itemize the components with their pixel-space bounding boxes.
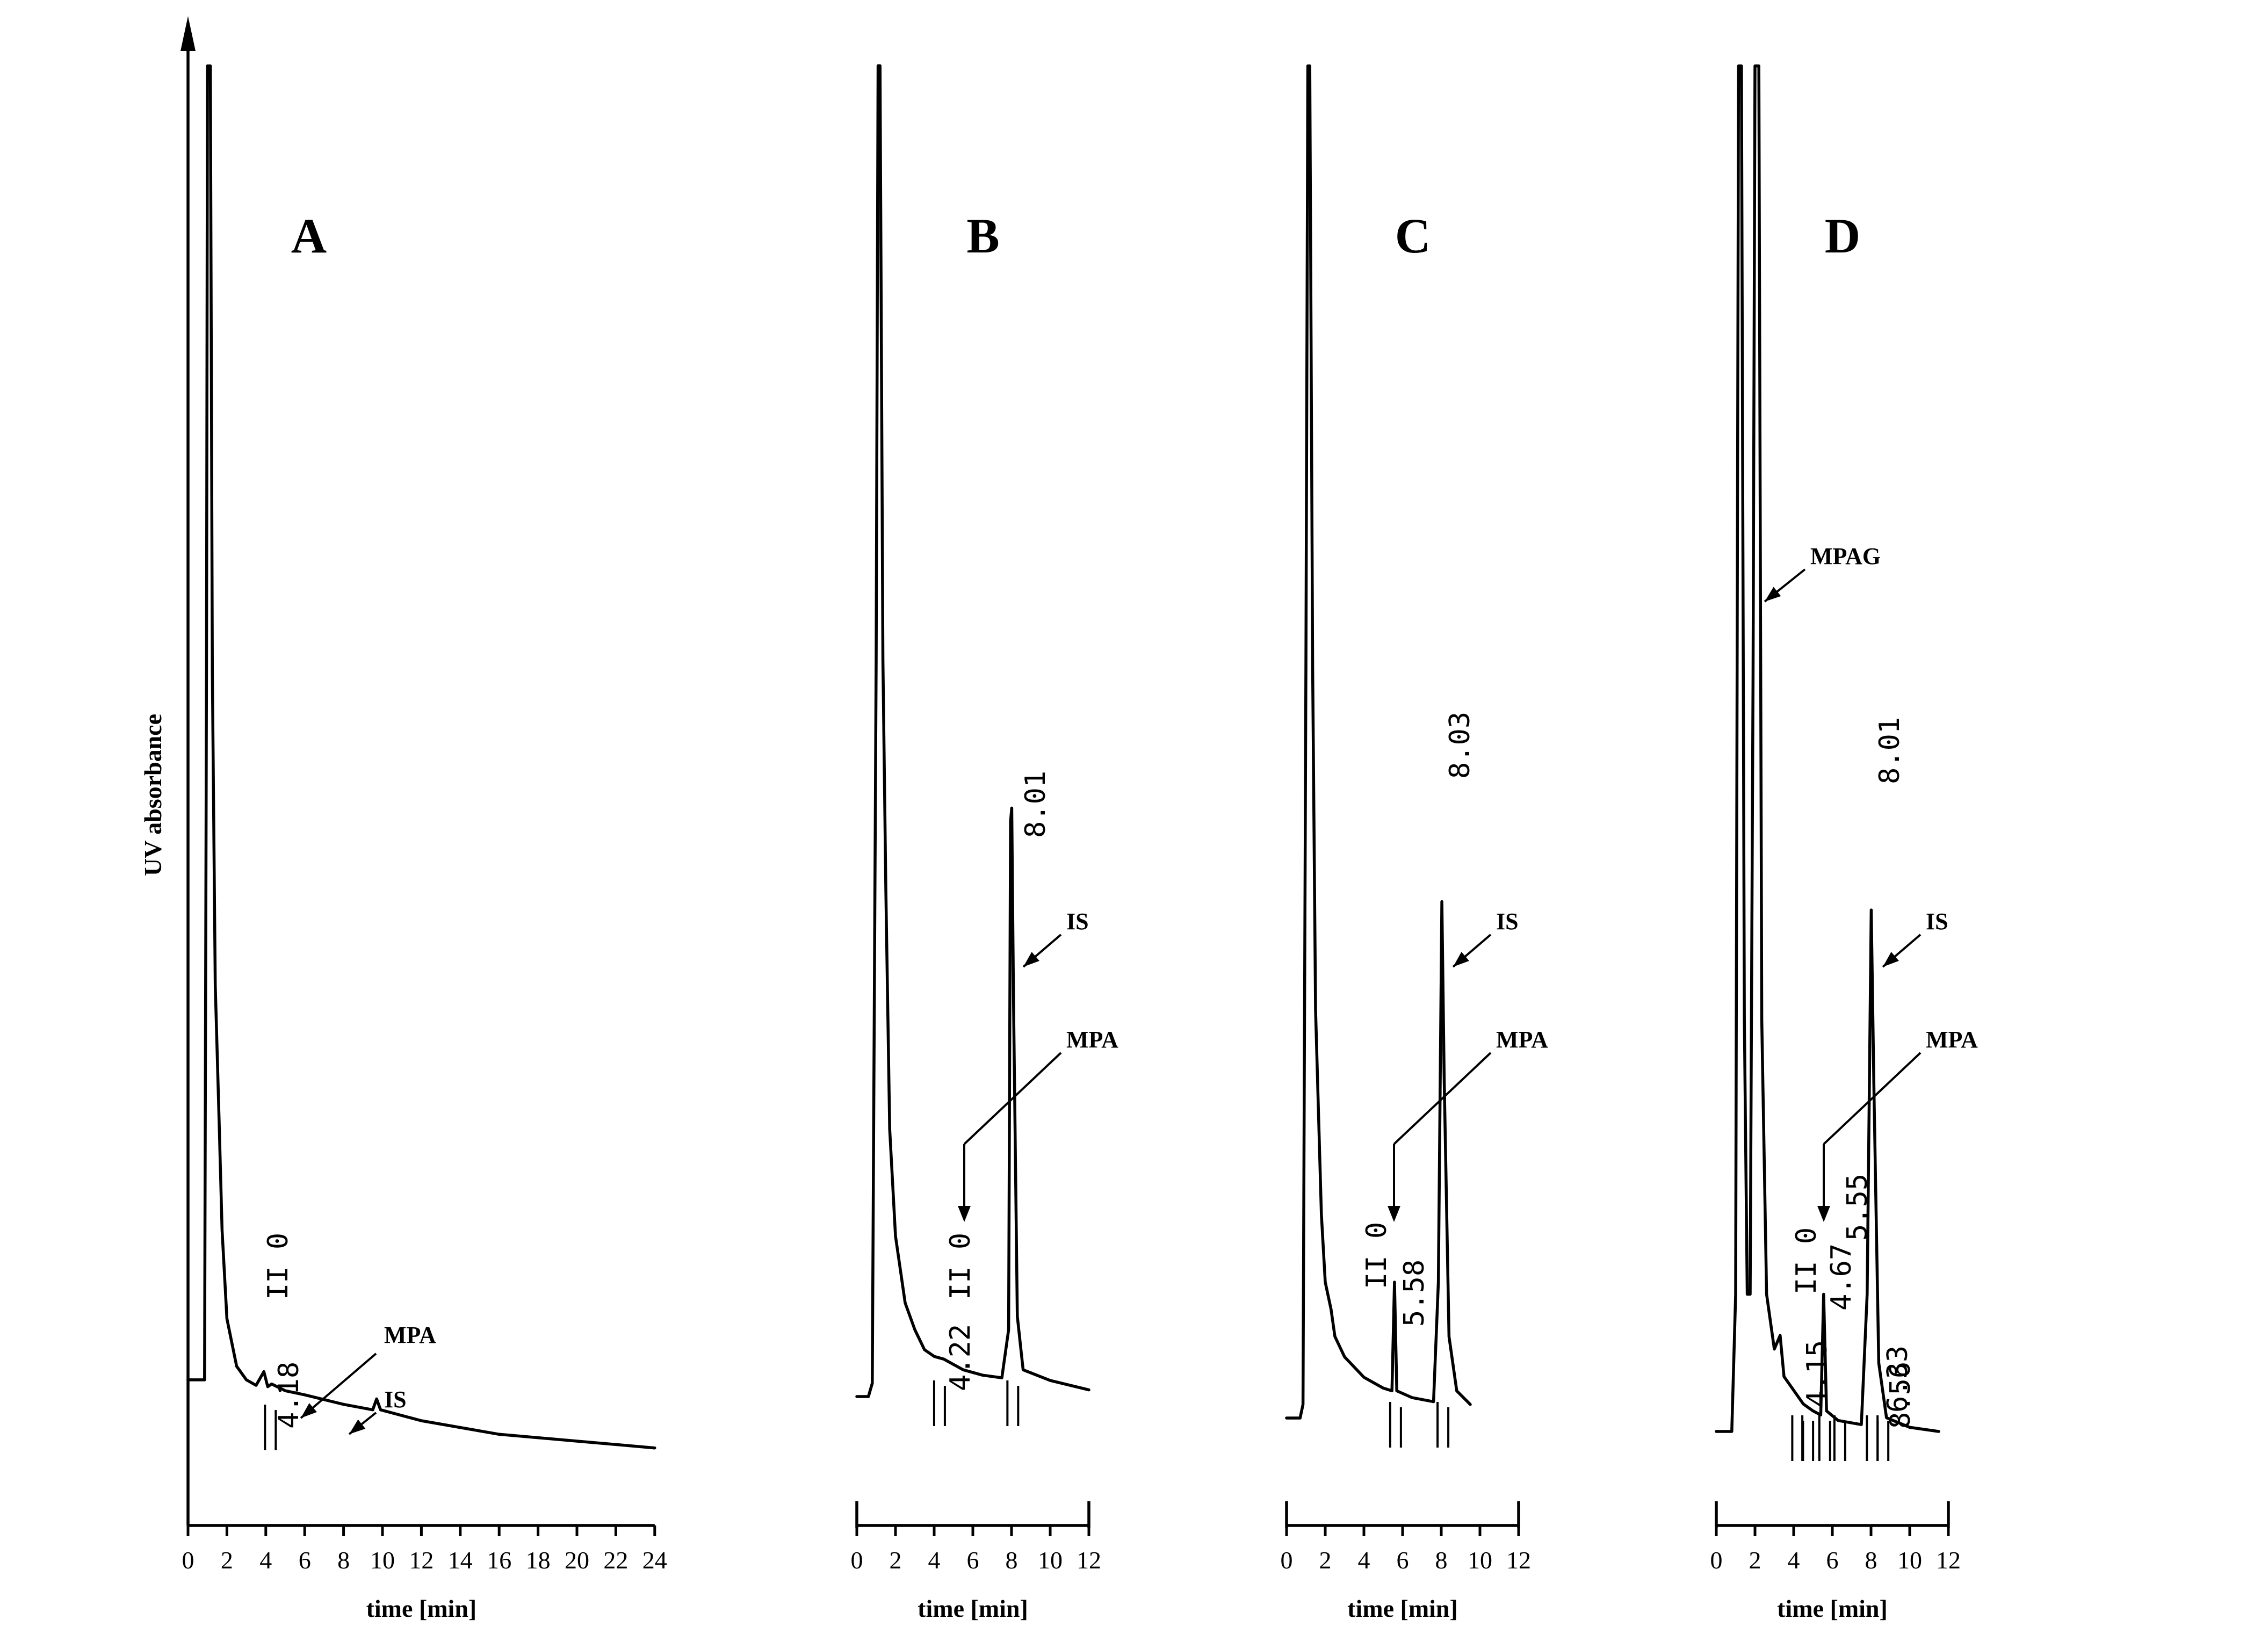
x-axis-label: time [min] bbox=[366, 1595, 477, 1622]
series-line bbox=[855, 64, 1090, 1398]
x-tick-label: 8 bbox=[1006, 1546, 1018, 1574]
x-tick-label: 6 bbox=[967, 1546, 979, 1574]
x-tick-label: 0 bbox=[1710, 1546, 1723, 1574]
arrow-head bbox=[1765, 587, 1781, 602]
x-tick-label: 24 bbox=[642, 1546, 667, 1574]
x-tick-label: 4 bbox=[259, 1546, 272, 1574]
x-tick-label: 4 bbox=[928, 1546, 941, 1574]
peak-annotation: IS bbox=[1066, 908, 1089, 935]
x-tick-label: 10 bbox=[1038, 1546, 1063, 1574]
x-tick-label: 10 bbox=[1468, 1546, 1492, 1574]
retention-time-label: 4.67 bbox=[1825, 1243, 1858, 1311]
peak-annotation: IS bbox=[1926, 908, 1948, 935]
panel-label: A bbox=[291, 208, 327, 263]
panel-label: B bbox=[966, 208, 999, 263]
arrow-head bbox=[958, 1206, 971, 1222]
x-tick-label: 0 bbox=[851, 1546, 863, 1574]
x-tick-label: 2 bbox=[1749, 1546, 1761, 1574]
x-tick-label: 8 bbox=[1865, 1546, 1877, 1574]
annotation-arrow bbox=[1823, 1052, 1922, 1145]
x-axis-label: time [min] bbox=[1777, 1595, 1888, 1622]
series-line bbox=[1285, 64, 1472, 1420]
annotation-arrow bbox=[300, 1353, 377, 1419]
retention-time-label: 8.01 bbox=[1874, 717, 1906, 784]
peak-annotation: MPA bbox=[1496, 1026, 1548, 1053]
peak-annotation: MPA bbox=[384, 1322, 436, 1348]
peak-annotation: MPA bbox=[1926, 1026, 1978, 1053]
peak-annotation: IS bbox=[384, 1386, 407, 1413]
series-line bbox=[186, 64, 656, 1450]
peak-annotation: MPAG bbox=[1810, 543, 1881, 569]
x-tick-label: 6 bbox=[1826, 1546, 1839, 1574]
x-tick-label: 4 bbox=[1788, 1546, 1800, 1574]
annotation-arrow bbox=[1393, 1052, 1492, 1145]
annotation-arrow bbox=[963, 1052, 1062, 1145]
x-tick-label: 20 bbox=[565, 1546, 589, 1574]
arrow-head bbox=[349, 1419, 366, 1434]
peak-annotation: IS bbox=[1496, 908, 1519, 935]
x-tick-label: 0 bbox=[1281, 1546, 1293, 1574]
retention-time-label: 4.15 bbox=[1801, 1340, 1833, 1407]
arrow-head bbox=[1453, 952, 1469, 967]
retention-time-label: 5.58 bbox=[1398, 1260, 1431, 1327]
x-tick-label: 12 bbox=[1936, 1546, 1961, 1574]
x-tick-label: 22 bbox=[603, 1546, 628, 1574]
retention-time-label: II 0 bbox=[262, 1233, 294, 1300]
retention-time-label: II 0 bbox=[1790, 1227, 1823, 1294]
panel-label: C bbox=[1395, 208, 1431, 263]
x-tick-label: 2 bbox=[221, 1546, 233, 1574]
x-tick-label: 12 bbox=[1506, 1546, 1531, 1574]
peak-annotation: MPA bbox=[1066, 1026, 1118, 1053]
retention-time-label: 5.55 bbox=[1841, 1174, 1874, 1241]
panel-b: B 0 2 4 6 8 10 12 time [min] II 0 4.22 8.01 MPA IS bbox=[851, 64, 1118, 1622]
x-tick-label: 2 bbox=[1319, 1546, 1332, 1574]
x-tick-label: 18 bbox=[526, 1546, 551, 1574]
x-axis-label: time [min] bbox=[1347, 1595, 1458, 1622]
retention-time-label: II 0 bbox=[1361, 1222, 1393, 1289]
x-tick-label: 8 bbox=[337, 1546, 350, 1574]
retention-time-label: 4.22 bbox=[944, 1324, 977, 1391]
retention-time-label: II 0 bbox=[944, 1233, 977, 1300]
arrow-head bbox=[1388, 1206, 1400, 1222]
series-line bbox=[1715, 64, 1940, 1433]
panel-label: D bbox=[1825, 208, 1860, 263]
arrow-head bbox=[1817, 1206, 1830, 1222]
x-tick-label: 6 bbox=[1397, 1546, 1409, 1574]
panel-c: C 0 2 4 6 8 10 12 time [min] II 05.58 8.03 MPA IS bbox=[1281, 64, 1548, 1622]
retention-time-label: 8.03 bbox=[1444, 712, 1476, 779]
retention-time-label: 8.56 bbox=[1884, 1362, 1917, 1429]
arrow-head bbox=[1883, 952, 1899, 967]
arrow-head bbox=[301, 1403, 317, 1418]
x-tick-label: 12 bbox=[1077, 1546, 1101, 1574]
x-tick-label: 4 bbox=[1358, 1546, 1370, 1574]
retention-time-label: 8.01 bbox=[1020, 771, 1052, 838]
x-tick-label: 8 bbox=[1435, 1546, 1448, 1574]
x-axis-label: time [min] bbox=[918, 1595, 1028, 1622]
x-tick-label: 14 bbox=[448, 1546, 473, 1574]
y-axis-arrow bbox=[180, 16, 196, 51]
retention-time-label: 4.18 bbox=[273, 1362, 305, 1429]
x-tick-label: 2 bbox=[890, 1546, 902, 1574]
x-tick-label: 6 bbox=[299, 1546, 311, 1574]
x-tick-label: 10 bbox=[1897, 1546, 1922, 1574]
x-tick-label: 10 bbox=[370, 1546, 395, 1574]
arrow-head bbox=[1023, 952, 1039, 967]
panel-d: D 0 2 4 6 8 10 12 time [min] II 0 4.15 4.675.55 6.33… bbox=[1710, 64, 1978, 1622]
retention-time-label: 6.33 bbox=[1882, 1346, 1914, 1413]
x-tick-label: 16 bbox=[487, 1546, 511, 1574]
y-axis-label: UV absorbance bbox=[139, 714, 167, 876]
x-tick-label: 12 bbox=[409, 1546, 434, 1574]
x-tick-label: 0 bbox=[182, 1546, 194, 1574]
